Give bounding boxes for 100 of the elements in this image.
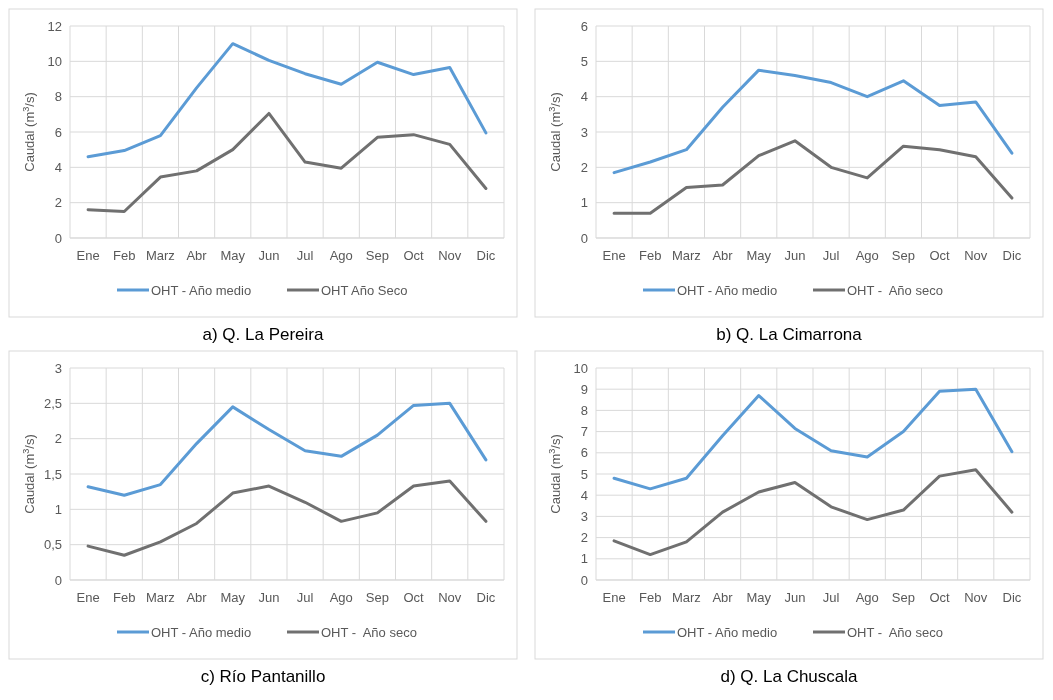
y-tick-label: 2,5 (43, 395, 62, 411)
x-tick-label: Jul (822, 248, 840, 263)
x-tick-label: Jun (258, 590, 280, 605)
x-tick-label: Abr (186, 590, 208, 605)
y-tick-label: 3 (54, 360, 62, 376)
x-tick-label: Abr (712, 590, 734, 605)
x-tick-label: Ene (76, 590, 100, 605)
text: d) Q. La Chuscala (720, 667, 859, 686)
y-tick-label: 2 (54, 195, 62, 211)
y-tick-label: 4 (580, 89, 588, 105)
legend-label: OHT - Año medio (677, 282, 778, 298)
x-tick-label: Abr (712, 248, 734, 263)
y-tick-label: 3 (580, 508, 588, 524)
x-tick-label: Jul (822, 590, 840, 605)
y-tick-label: 1 (580, 195, 588, 211)
x-tick-label: Jul (296, 248, 314, 263)
y-tick-label: 1 (54, 501, 62, 517)
y-tick-label: 3 (580, 124, 588, 140)
y-tick-label: 0,5 (43, 537, 62, 553)
y-tick-label: 1 (580, 551, 588, 567)
y-tick-label: 5 (580, 466, 588, 482)
y-tick-label: 6 (54, 124, 62, 140)
x-tick-label: Dic (1002, 590, 1022, 605)
x-tick-label: Dic (1002, 248, 1022, 263)
text: b) Q. La Cimarrona (716, 325, 863, 344)
x-tick-label: Feb (639, 590, 662, 605)
y-tick-label: 5 (580, 53, 588, 69)
x-tick-label: Nov (438, 248, 462, 263)
line-series (86, 479, 488, 557)
line-series (612, 387, 1014, 491)
x-tick-label: Sep (891, 590, 915, 605)
y-tick-label: 4 (54, 159, 62, 175)
x-tick-label: May (220, 590, 246, 605)
x-tick-label: Nov (964, 248, 988, 263)
y-tick-label: 2 (580, 159, 588, 175)
line-series (86, 401, 488, 497)
y-tick-label: 0 (580, 572, 588, 588)
line-series (612, 468, 1014, 557)
y-tick-label: 10 (47, 53, 62, 69)
x-tick-label: Oct (929, 248, 951, 263)
y-tick-label: 8 (580, 402, 588, 418)
x-tick-label: Oct (403, 590, 425, 605)
legend-label: OHT - Año medio (151, 624, 252, 640)
x-tick-label: Feb (113, 590, 136, 605)
legend-label: OHT Año Seco (321, 282, 408, 298)
x-tick-label: Oct (403, 248, 425, 263)
y-tick-label: 0 (54, 572, 62, 588)
x-tick-label: Jun (784, 248, 806, 263)
x-tick-label: Ene (76, 248, 100, 263)
x-tick-label: Sep (365, 248, 389, 263)
x-tick-label: Jun (258, 248, 280, 263)
legend-label: OHT - Año seco (847, 282, 943, 298)
x-tick-label: Nov (964, 590, 988, 605)
x-tick-label: Marz (671, 590, 701, 605)
x-tick-label: Nov (438, 590, 462, 605)
x-tick-label: Jun (784, 590, 806, 605)
legend-label: OHT - Año seco (847, 624, 943, 640)
line-series (612, 68, 1014, 175)
y-tick-label: 2 (54, 431, 62, 447)
x-tick-label: Ago (329, 248, 353, 263)
y-tick-label: 9 (580, 381, 588, 397)
x-tick-label: Dic (476, 590, 496, 605)
y-tick-label: 1,5 (43, 466, 62, 482)
y-tick-label: 0 (580, 230, 588, 246)
x-tick-label: May (746, 590, 772, 605)
x-tick-label: May (220, 248, 246, 263)
x-tick-label: Sep (365, 590, 389, 605)
y-tick-label: 12 (47, 18, 62, 34)
x-tick-label: Feb (113, 248, 136, 263)
x-tick-label: Marz (145, 590, 175, 605)
legend-label: OHT - Año seco (321, 624, 417, 640)
y-tick-label: 10 (573, 360, 588, 376)
legend-label: OHT - Año medio (151, 282, 252, 298)
x-tick-label: Ago (855, 248, 879, 263)
x-tick-label: Ago (855, 590, 879, 605)
text: a) Q. La Pereira (202, 325, 325, 344)
y-tick-label: 7 (580, 424, 588, 440)
y-tick-label: 6 (580, 18, 588, 34)
y-tick-label: 6 (580, 445, 588, 461)
x-tick-label: Marz (145, 248, 175, 263)
x-tick-label: Sep (891, 248, 915, 263)
line-series (612, 139, 1014, 215)
x-tick-label: Ene (602, 248, 626, 263)
line-series (86, 111, 488, 213)
x-tick-label: Abr (186, 248, 208, 263)
x-tick-label: Ene (602, 590, 626, 605)
x-tick-label: Jul (296, 590, 314, 605)
x-tick-label: Dic (476, 248, 496, 263)
legend-label: OHT - Año medio (677, 624, 778, 640)
x-tick-label: May (746, 248, 772, 263)
y-tick-label: 8 (54, 89, 62, 105)
x-tick-label: Ago (329, 590, 353, 605)
line-series (86, 42, 488, 159)
x-tick-label: Feb (639, 248, 662, 263)
x-tick-label: Marz (671, 248, 701, 263)
y-tick-label: 4 (580, 487, 588, 503)
x-tick-label: Oct (929, 590, 951, 605)
y-tick-label: 2 (580, 530, 588, 546)
text: c) Río Pantanillo (200, 667, 326, 686)
y-tick-label: 0 (54, 230, 62, 246)
